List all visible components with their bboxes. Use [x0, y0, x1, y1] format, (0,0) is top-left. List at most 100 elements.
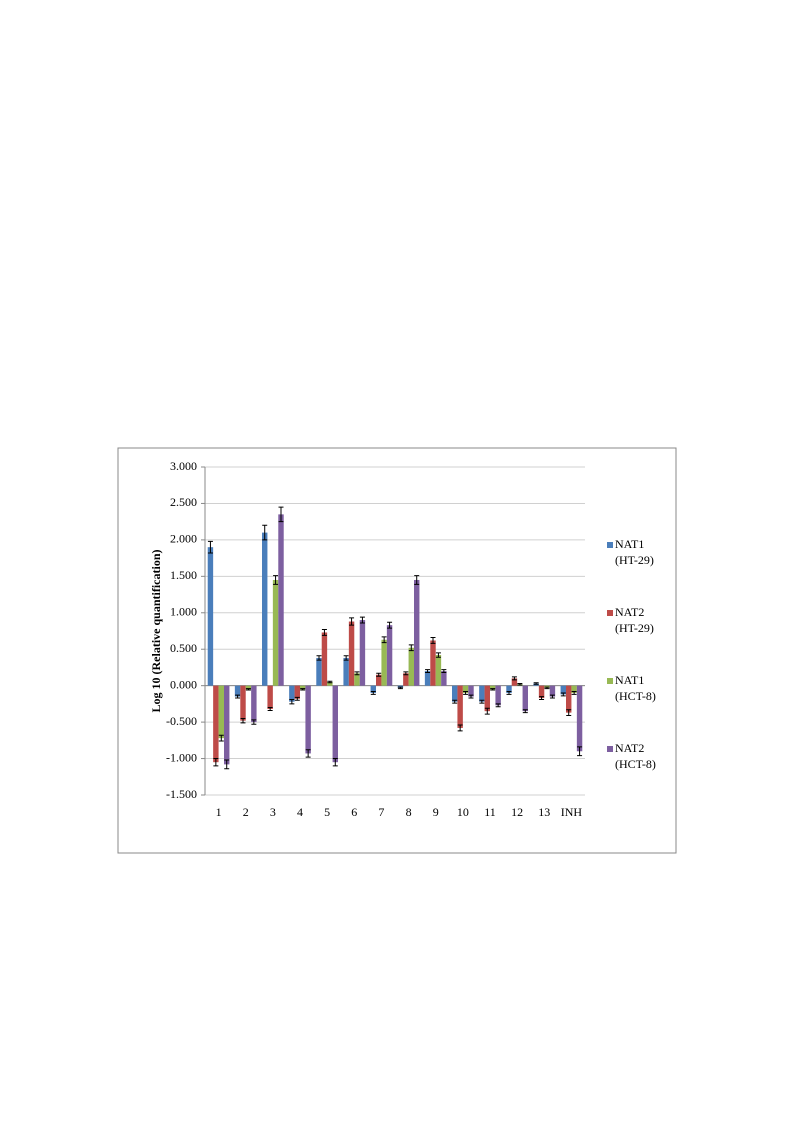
error-bar [381, 636, 387, 644]
bar [224, 685, 230, 765]
error-bar [251, 719, 257, 725]
error-bar [316, 655, 322, 661]
legend-label: NAT2 (HCT-8) [615, 741, 656, 771]
x-tick-label: INH [561, 805, 583, 819]
bar [240, 685, 246, 721]
legend-label: NAT1 (HT-29) [615, 537, 654, 567]
y-tick-label: 0.500 [170, 641, 197, 655]
error-bar [490, 688, 496, 691]
x-tick-label: 11 [484, 805, 496, 819]
error-bar [479, 699, 485, 704]
chart-frame [117, 447, 677, 854]
error-bar [430, 637, 436, 644]
bar [272, 579, 279, 686]
error-bar [213, 758, 219, 767]
error-bar [354, 671, 360, 676]
bar [457, 685, 463, 728]
error-bar [327, 680, 333, 684]
error-bar [560, 692, 566, 697]
bar [571, 685, 577, 693]
x-tick-label: 3 [270, 805, 276, 819]
error-bar [408, 644, 414, 652]
bar [207, 547, 214, 686]
x-tick-label: 1 [216, 805, 222, 819]
bar [267, 685, 273, 709]
error-bar [468, 694, 474, 699]
bar [495, 685, 501, 706]
bar [348, 621, 355, 686]
bar [262, 532, 268, 686]
legend-label: NAT2 (HT-29) [615, 605, 654, 635]
error-bar [414, 575, 420, 585]
error-bar [224, 759, 230, 770]
x-tick-label: 13 [538, 805, 550, 819]
error-bar [495, 703, 501, 708]
error-bar [452, 699, 458, 704]
error-bar [343, 655, 349, 661]
bar [403, 673, 409, 686]
error-bar [435, 652, 441, 658]
error-bar [457, 724, 463, 732]
bar [522, 685, 528, 712]
error-bar [539, 696, 545, 701]
error-bar [273, 575, 279, 585]
error-bar [300, 688, 306, 691]
bar [234, 685, 241, 697]
x-tick-label: 7 [378, 805, 384, 819]
bar [566, 685, 572, 713]
bar [332, 685, 338, 763]
error-bar [522, 709, 528, 714]
bar [484, 685, 490, 712]
legend-label: NAT1 (HCT-8) [615, 673, 656, 703]
bar [343, 657, 349, 686]
bar [560, 685, 566, 695]
legend-swatch [607, 678, 613, 684]
bar [289, 685, 295, 702]
bar [300, 685, 306, 690]
y-tick-label: 1.500 [170, 568, 197, 582]
bar [278, 514, 284, 686]
bar [462, 685, 469, 693]
error-bar [577, 746, 583, 757]
error-bar [506, 690, 512, 695]
error-bar [332, 758, 338, 767]
x-tick-label: 2 [243, 805, 249, 819]
error-bar [441, 669, 447, 674]
bar [576, 685, 583, 752]
legend-swatch [607, 542, 613, 548]
bar [381, 639, 387, 686]
bar [452, 685, 458, 702]
bar [506, 685, 512, 693]
error-bar [240, 717, 246, 724]
bar [359, 620, 366, 686]
bar [424, 671, 431, 686]
bar [386, 625, 393, 686]
error-bar [533, 682, 539, 685]
x-tick-label: 8 [406, 805, 412, 819]
y-axis-label: Log 10 (Relative quantification) [149, 550, 163, 713]
error-bar [305, 749, 311, 758]
legend-swatch [607, 610, 613, 616]
bar [245, 685, 252, 690]
error-bar [517, 682, 523, 686]
bar [549, 685, 556, 697]
error-bar [218, 734, 224, 742]
x-tick-label: 10 [457, 805, 469, 819]
error-bar [349, 617, 355, 626]
error-bar [387, 621, 393, 629]
error-bar [511, 676, 517, 681]
error-bar [294, 696, 300, 701]
y-tick-label: -0.500 [166, 714, 197, 728]
error-bar [235, 694, 241, 699]
x-tick-label: 4 [297, 805, 303, 819]
error-bar [549, 694, 555, 699]
x-tick-label: 5 [324, 805, 330, 819]
bar [294, 685, 300, 699]
bar [354, 673, 360, 686]
bar [435, 655, 442, 686]
x-tick-label: 6 [351, 805, 357, 819]
bar [414, 579, 420, 686]
bar [251, 685, 257, 723]
x-tick-label: 12 [511, 805, 523, 819]
